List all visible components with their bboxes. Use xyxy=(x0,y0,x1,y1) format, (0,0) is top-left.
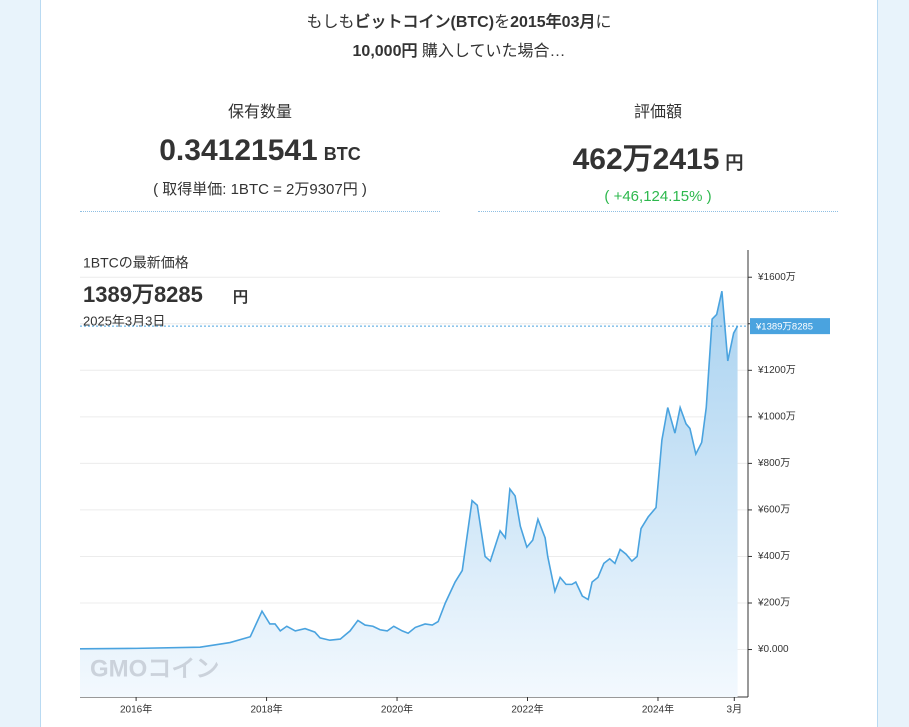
y-tick-label: ¥1000万 xyxy=(757,411,796,422)
y-tick-label: ¥800万 xyxy=(757,458,790,469)
last-price-box xyxy=(750,318,830,335)
y-tick-label: ¥200万 xyxy=(757,598,790,609)
text: もしも xyxy=(306,14,355,31)
text: に xyxy=(595,14,612,31)
text: 462万2415 xyxy=(572,143,720,176)
stat-value: 0.34121541 BTC xyxy=(80,134,440,168)
y-tick-label: ¥400万 xyxy=(757,551,790,562)
text: 10,000円 xyxy=(352,43,418,60)
text: ビットコイン(BTC) xyxy=(354,14,495,31)
text: 2015年03月 xyxy=(510,14,596,31)
y-tick-label: ¥1200万 xyxy=(757,365,796,376)
x-tick-label: 3月 xyxy=(727,704,743,716)
x-tick-label: 2024年 xyxy=(642,703,674,716)
price-line xyxy=(80,291,739,650)
stat-value: 462万2415 円 xyxy=(478,134,838,178)
latest-unit: 円 xyxy=(233,289,248,306)
stat-label: 保有数量 xyxy=(227,104,292,121)
stat-note: ( 取得単価: 1BTC = 2万9307円 ) xyxy=(153,181,367,198)
headline: もしもビットコイン(BTC)を2015年03月に xyxy=(40,8,878,32)
stat: 保有数量 0.34121541 BTC ( 取得単価: 1BTC = 2万9307… xyxy=(80,92,440,212)
text: 0.34121541 xyxy=(159,134,318,167)
stat-label: 評価額 xyxy=(633,104,682,121)
y-tick-label: ¥0.000 xyxy=(757,644,789,655)
latest-value: 1389万8285 xyxy=(83,282,203,307)
text: 購入していた場合… xyxy=(417,43,566,60)
x-tick-label: 2016年 xyxy=(120,703,152,716)
text: を xyxy=(494,14,511,31)
x-tick-label: 2022年 xyxy=(511,703,543,716)
logo: GMOコイン xyxy=(90,655,219,682)
last-price-label: ¥1389万8285 xyxy=(755,322,813,333)
latest-label: 1BTCの最新価格 xyxy=(83,255,189,271)
area xyxy=(80,291,738,697)
latest-date: 2025年3月3日 xyxy=(83,313,165,328)
unit: 円 xyxy=(725,153,744,173)
stat-note: ( +46,124.15% ) xyxy=(604,188,712,205)
stat: 評価額 462万2415 円 ( +46,124.15% ) xyxy=(478,92,838,212)
y-tick-label: ¥1600万 xyxy=(757,272,796,283)
headline: 10,000円 購入していた場合… xyxy=(40,37,878,61)
x-tick-label: 2018年 xyxy=(250,703,282,716)
unit: BTC xyxy=(323,144,361,164)
y-tick-label: ¥600万 xyxy=(757,505,790,516)
x-tick-label: 2020年 xyxy=(381,703,413,716)
